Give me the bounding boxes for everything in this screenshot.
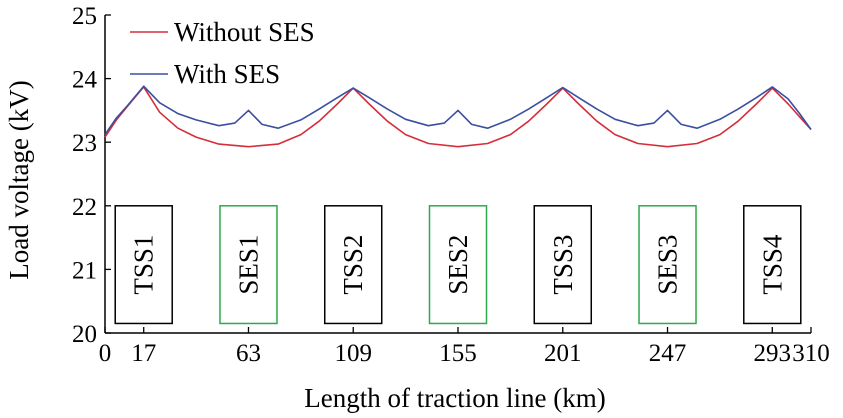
station-label: SES2	[443, 235, 473, 295]
y-tick-label: 23	[72, 130, 97, 157]
station-rect	[428, 205, 488, 325]
x-axis-title: Length of traction line (km)	[304, 383, 605, 413]
legend-label: With SES	[174, 59, 280, 89]
y-tick-label: 21	[72, 257, 97, 284]
station-box: SES3	[638, 205, 697, 325]
x-tick-label: 310	[792, 340, 830, 367]
x-tick-label: 63	[236, 340, 261, 367]
y-tick-label: 20	[72, 321, 97, 348]
station-rect	[743, 205, 802, 325]
y-tick-label: 24	[72, 67, 98, 94]
station-rect	[533, 205, 593, 325]
station-box: TSS3	[533, 205, 593, 325]
station-label: TSS2	[338, 235, 368, 295]
x-tick-label: 0	[99, 340, 112, 367]
x-tick-label: 293	[754, 340, 792, 367]
y-tick-label: 25	[72, 3, 97, 30]
station-rect	[219, 205, 278, 325]
station-box: TSS1	[114, 205, 173, 325]
station-label: SES3	[653, 235, 683, 295]
station-box: SES1	[219, 205, 278, 325]
y-axis-title: Load voltage (kV)	[4, 80, 34, 279]
station-label: SES1	[233, 235, 263, 295]
station-rect	[114, 205, 173, 325]
station-rect	[323, 205, 383, 325]
legend: Without SES With SES	[130, 17, 315, 89]
station-box: TSS2	[323, 205, 383, 325]
x-tick-label: 17	[131, 340, 156, 367]
series-line	[104, 85, 812, 136]
station-label: TSS3	[548, 235, 578, 295]
station-label: TSS1	[129, 235, 159, 295]
y-tick-label: 22	[72, 194, 97, 221]
station-box: TSS4	[743, 205, 802, 325]
x-tick-label: 247	[649, 340, 687, 367]
x-tick-label: 155	[439, 340, 477, 367]
series-line	[104, 86, 812, 148]
station-label: TSS4	[757, 234, 787, 295]
station-boxes: TSS1 SES1 TSS2 SES2 TSS3 SES3 TSS4	[114, 205, 802, 325]
x-tick-label: 201	[544, 340, 582, 367]
station-box: SES2	[428, 205, 488, 325]
series-lines	[104, 85, 812, 148]
axis-ticks: 20 21 22 23 24 25 0 17 63 109 155 201 247 293 310	[72, 3, 830, 367]
station-rect	[638, 205, 697, 325]
x-tick-label: 109	[334, 340, 372, 367]
legend-label: Without SES	[174, 17, 315, 47]
